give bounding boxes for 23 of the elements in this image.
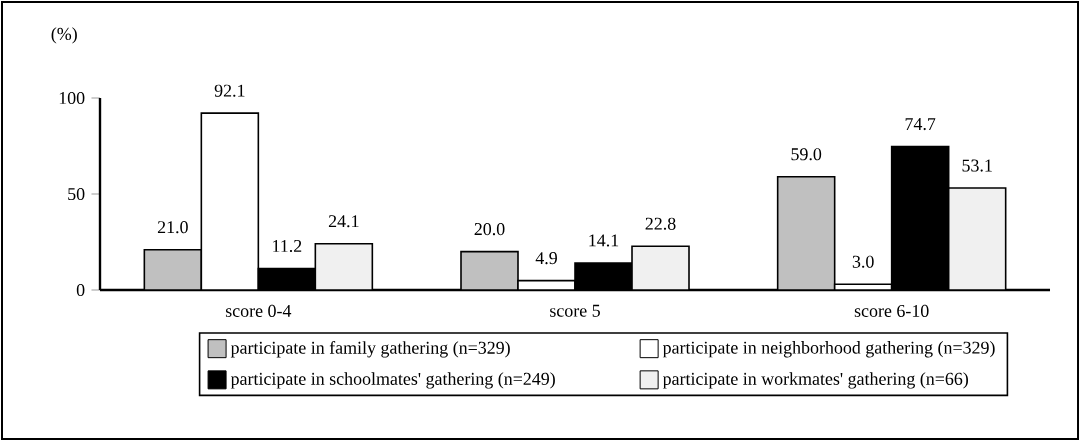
x-tick-label: score 0-4 <box>225 304 292 317</box>
data-label: 11.2 <box>273 239 302 253</box>
y-axis-title: (%) <box>51 27 77 44</box>
data-label: 14.1 <box>589 234 619 247</box>
y-tick-label: 0 <box>76 283 85 297</box>
data-label: 59.0 <box>791 148 822 161</box>
legend-label: participate in neighborhood gathering (n=329) <box>662 341 995 358</box>
data-label: 21.0 <box>157 221 188 234</box>
x-tick-label: score 5 <box>550 304 600 317</box>
y-tick-label: 50 <box>68 187 85 201</box>
data-label: 92.1 <box>214 84 245 97</box>
data-label: 74.7 <box>905 118 936 131</box>
data-label: 4.9 <box>535 252 557 265</box>
data-label: 22.8 <box>645 217 676 230</box>
data-label: 3.0 <box>852 255 874 268</box>
y-tick-label: 100 <box>59 91 85 105</box>
data-label: 24.1 <box>328 215 359 228</box>
legend-label: participate in family gathering (n=329) <box>230 341 510 358</box>
legend-label: participate in schoolmates' gathering (n=249) <box>230 372 555 389</box>
legend-label: participate in workmates' gathering (n=66) <box>662 372 968 389</box>
data-label: 20.0 <box>474 223 505 236</box>
data-label: 53.1 <box>962 159 992 172</box>
x-tick-label: score 6-10 <box>854 304 929 317</box>
